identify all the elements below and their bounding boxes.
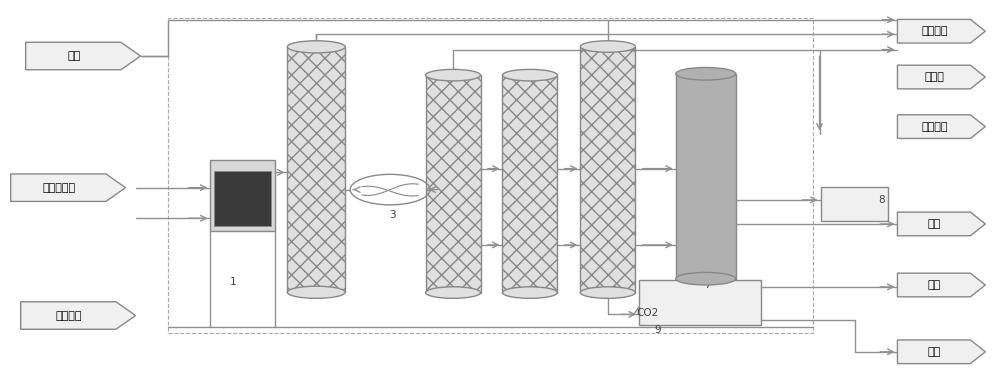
Text: 酚钠: 酚钠 (928, 347, 941, 357)
Ellipse shape (676, 67, 736, 80)
Polygon shape (21, 302, 136, 329)
Text: 6: 6 (610, 286, 616, 296)
Text: 8: 8 (878, 195, 885, 205)
Polygon shape (26, 42, 141, 70)
Ellipse shape (580, 287, 635, 298)
FancyBboxPatch shape (502, 75, 557, 293)
Ellipse shape (502, 69, 557, 81)
Ellipse shape (287, 286, 345, 298)
Text: 酚萃取剂: 酚萃取剂 (56, 311, 82, 321)
Text: 3: 3 (389, 210, 395, 220)
FancyBboxPatch shape (639, 280, 761, 325)
FancyBboxPatch shape (821, 187, 888, 221)
Polygon shape (897, 115, 985, 139)
Text: 循环使用: 循环使用 (921, 122, 948, 132)
Ellipse shape (502, 287, 557, 298)
FancyBboxPatch shape (426, 75, 481, 293)
Text: 9: 9 (654, 325, 661, 335)
Polygon shape (897, 212, 985, 236)
Text: 酸性气体: 酸性气体 (921, 26, 948, 36)
FancyBboxPatch shape (676, 74, 736, 279)
Ellipse shape (426, 69, 481, 81)
Ellipse shape (426, 287, 481, 298)
Text: 4: 4 (454, 286, 460, 296)
Text: 1: 1 (230, 277, 237, 287)
Ellipse shape (287, 41, 345, 53)
FancyBboxPatch shape (287, 47, 345, 292)
Polygon shape (897, 340, 985, 363)
Text: 酚类: 酚类 (928, 280, 941, 290)
Polygon shape (897, 20, 985, 43)
Ellipse shape (580, 41, 635, 52)
Text: 焦油: 焦油 (928, 219, 941, 229)
Text: 2: 2 (315, 286, 322, 296)
Ellipse shape (676, 272, 736, 285)
Polygon shape (897, 65, 985, 89)
Text: CO2: CO2 (637, 308, 659, 318)
Text: 7: 7 (704, 280, 711, 290)
FancyBboxPatch shape (210, 160, 275, 231)
FancyBboxPatch shape (580, 47, 635, 293)
FancyBboxPatch shape (214, 171, 271, 226)
Polygon shape (897, 273, 985, 297)
Text: 浓氨气: 浓氨气 (924, 72, 944, 82)
Text: 碱液: 碱液 (67, 51, 81, 61)
Text: 5: 5 (532, 286, 538, 296)
Text: 煤化工废水: 煤化工废水 (42, 183, 75, 193)
Polygon shape (11, 174, 126, 201)
